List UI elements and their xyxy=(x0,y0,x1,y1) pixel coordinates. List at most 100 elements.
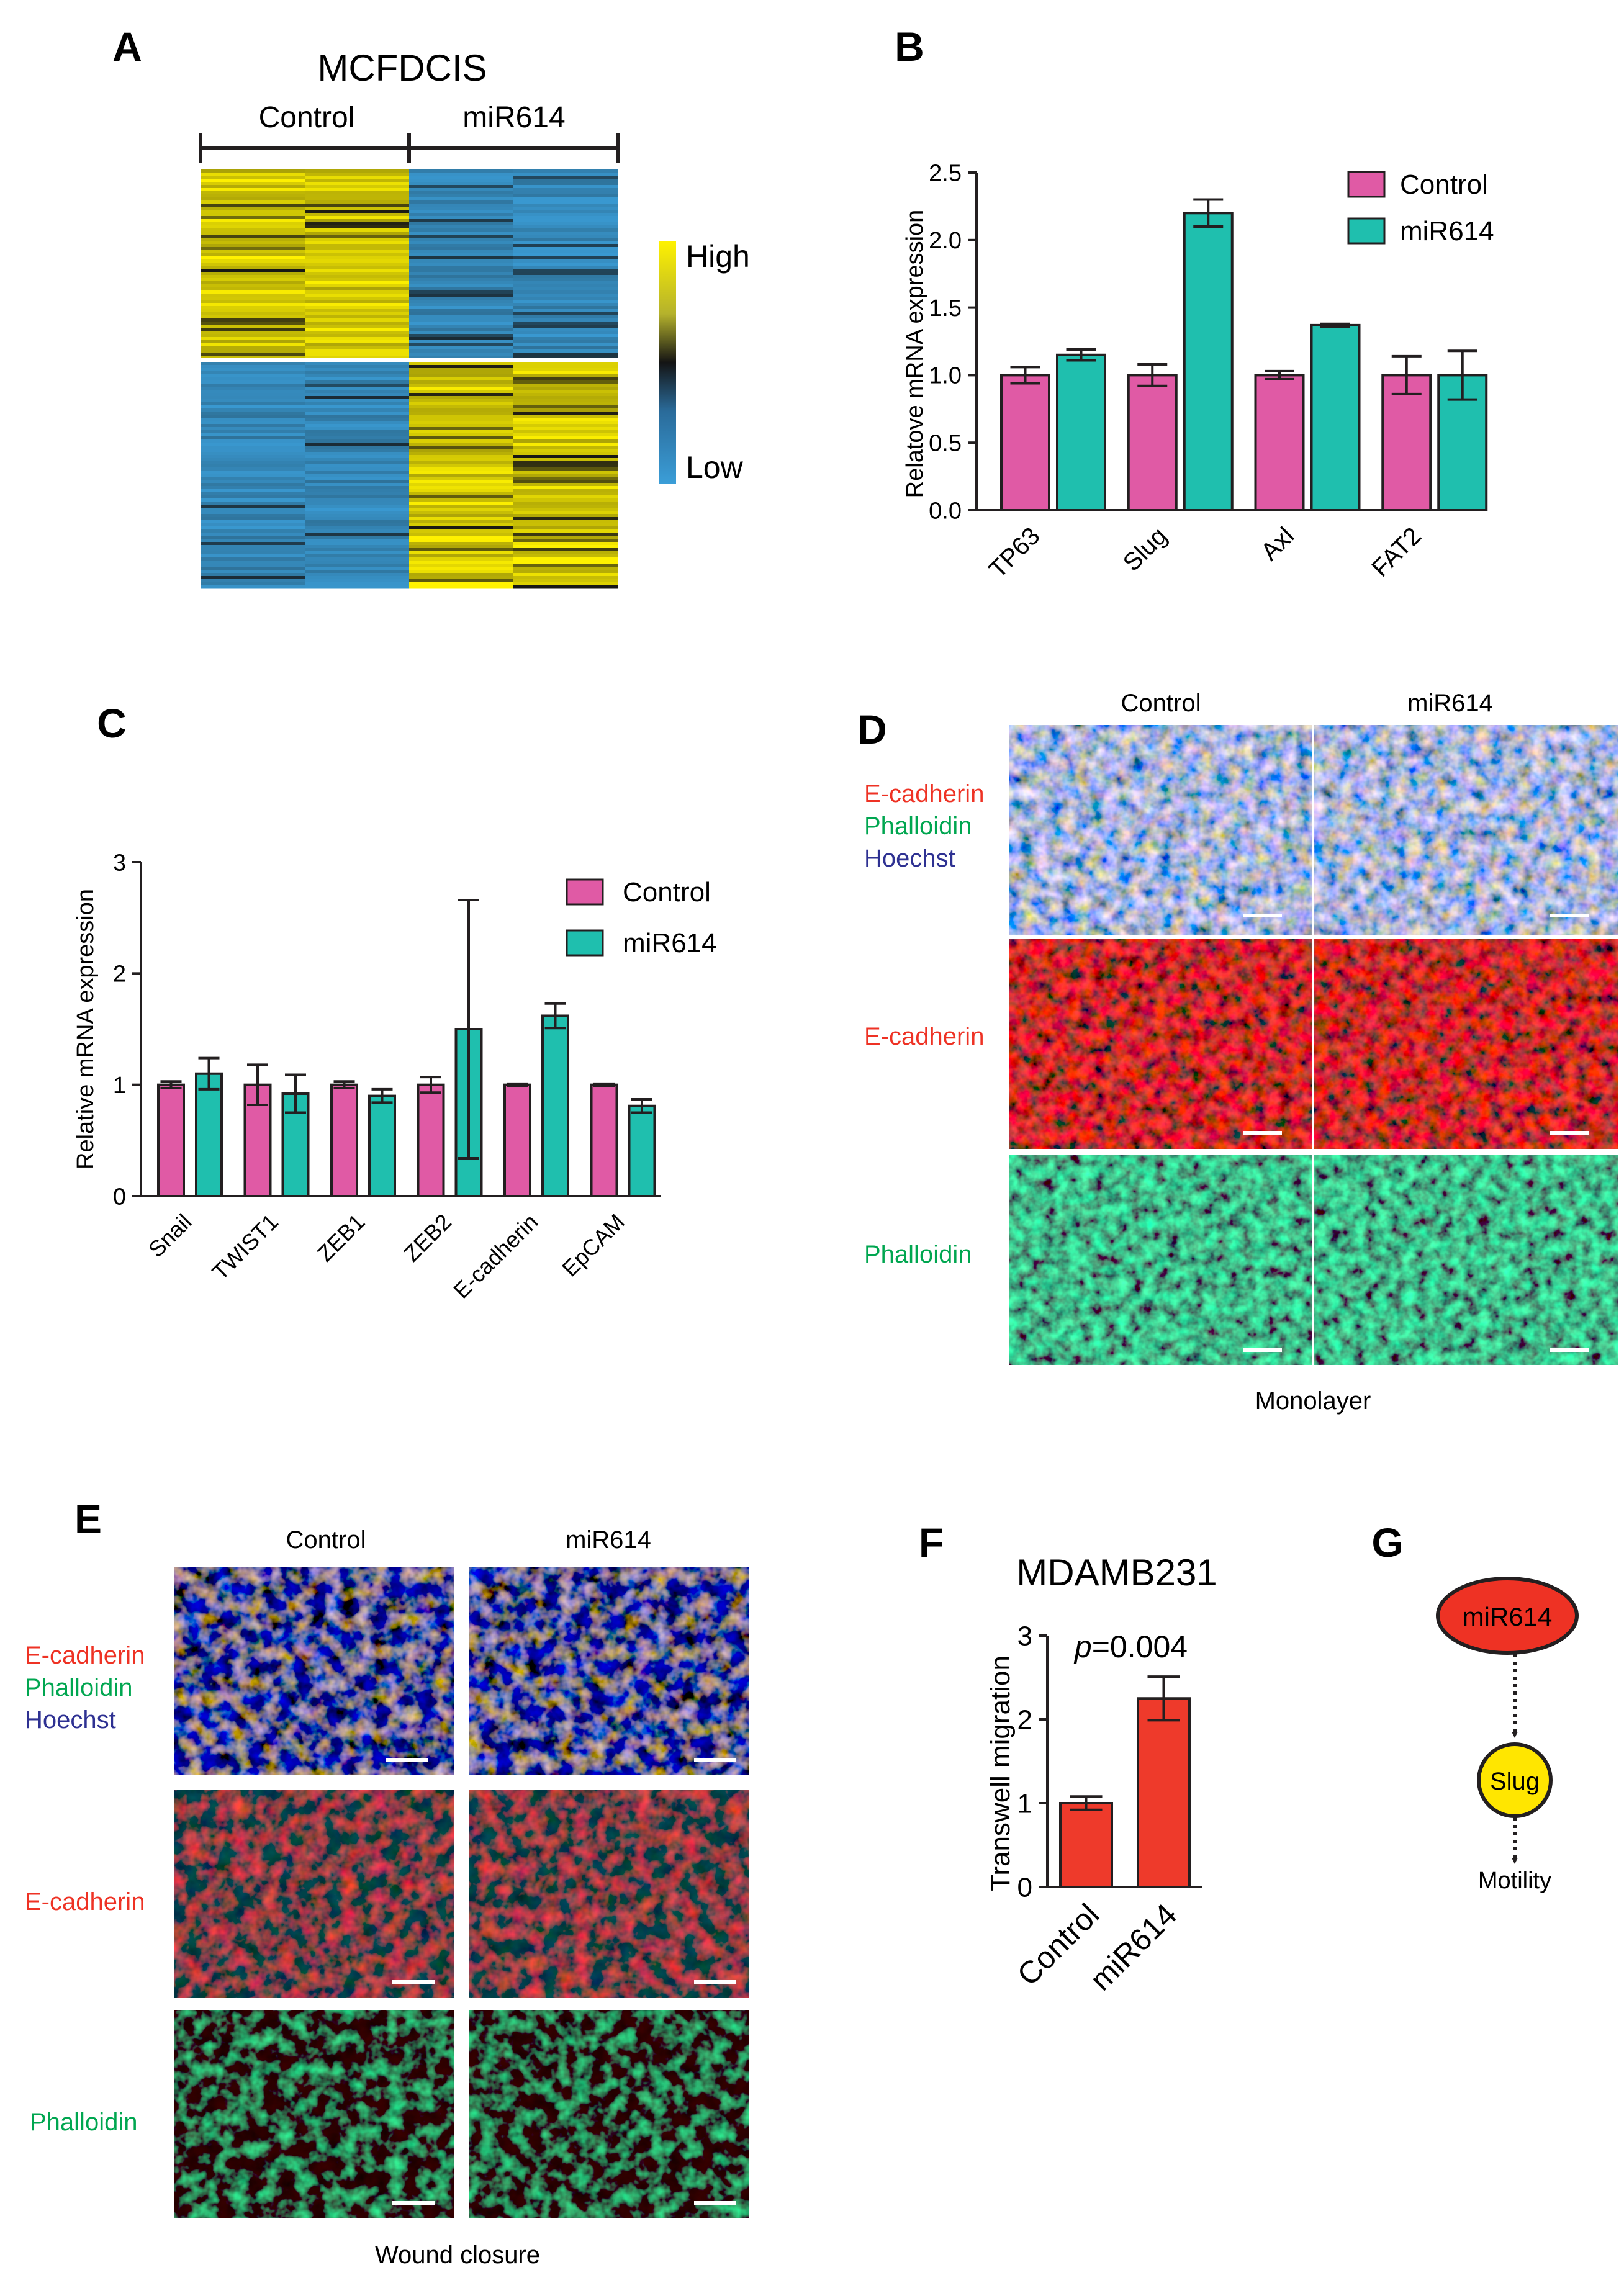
heatmap-cell xyxy=(409,446,514,449)
panel-b: B Relatove mRNA expression 0.0 0.5 1.0 1.5 2… xyxy=(895,24,1494,583)
heatmap-cell xyxy=(201,421,305,425)
heatmap-cell xyxy=(513,582,618,586)
heatmap-cell xyxy=(201,433,305,437)
heatmap-cell xyxy=(201,443,305,446)
heatmap-cell xyxy=(409,480,514,484)
heatmap-cell xyxy=(201,210,305,214)
heatmap-cell xyxy=(201,247,305,251)
heatmap-cell xyxy=(409,436,514,440)
heatmap-cell xyxy=(513,188,618,192)
heatmap-cell xyxy=(513,542,618,546)
heatmap-cell xyxy=(513,353,618,356)
heatmap-cell xyxy=(409,197,514,201)
heatmap-cell xyxy=(409,287,514,291)
heatmap-cell xyxy=(513,179,618,182)
row-label-ecadherin: E-cadherin xyxy=(864,780,984,808)
heatmap-cell xyxy=(201,272,305,276)
heatmap-cell xyxy=(513,294,618,297)
heatmap-cell xyxy=(409,573,514,577)
heatmap-cell xyxy=(201,477,305,480)
heatmap-cell xyxy=(409,374,514,378)
heatmap-cell xyxy=(409,452,514,456)
heatmap-cell xyxy=(201,561,305,564)
heatmap-cell xyxy=(305,238,410,241)
panel-f: F MDAMB231 p=0.004 Transwell migration 0… xyxy=(919,1520,1217,1997)
heatmap-cell xyxy=(409,173,514,176)
heatmap-cell xyxy=(305,216,410,220)
legend-label-control: Control xyxy=(623,877,711,907)
heatmap-cell xyxy=(201,427,305,431)
heatmap-cell xyxy=(201,322,305,325)
heatmap-cell xyxy=(409,545,514,549)
heatmap-cell xyxy=(409,542,514,546)
heatmap-cell xyxy=(201,539,305,543)
x-tick-label: miR614 xyxy=(1083,1897,1183,1997)
heatmap-cell xyxy=(305,458,410,462)
heatmap-cell xyxy=(513,204,618,207)
heatmap-cell xyxy=(305,461,410,465)
heatmap-cell xyxy=(513,219,618,223)
micrograph-phalloidin-control xyxy=(174,2010,454,2218)
bar xyxy=(1059,1802,1113,1888)
panel-e-letter: E xyxy=(74,1496,102,1542)
heatmap-cell xyxy=(409,471,514,474)
heatmap-cell xyxy=(513,489,618,493)
heatmap-cell xyxy=(305,529,410,533)
heatmap-cell xyxy=(305,222,410,226)
heatmap-cell xyxy=(305,244,410,248)
heatmap-cell xyxy=(305,405,410,409)
heatmap-cell xyxy=(305,471,410,474)
heatmap-cell xyxy=(305,232,410,235)
heatmap-cell xyxy=(513,474,618,477)
heatmap-cell xyxy=(513,250,618,254)
heatmap-cell xyxy=(409,585,514,589)
heatmap-cell xyxy=(409,570,514,574)
heatmap-cell xyxy=(201,216,305,220)
heatmap-cell xyxy=(201,436,305,440)
heatmap-cell xyxy=(201,483,305,487)
heatmap-cell xyxy=(409,377,514,381)
heatmap-cell xyxy=(305,328,410,331)
scale-bars xyxy=(1243,914,1589,1352)
heatmap-cell xyxy=(513,207,618,210)
heatmap-cell xyxy=(513,486,618,490)
heatmap-cell xyxy=(305,564,410,567)
heatmap-cell xyxy=(513,371,618,375)
heatmap-cell xyxy=(305,545,410,549)
heatmap-cell xyxy=(409,492,514,496)
heatmap-cell xyxy=(305,365,410,369)
panel-a: A MCFDCIS Control miR614 High Low xyxy=(112,24,750,589)
heatmap-cell xyxy=(513,449,618,453)
heatmap-cell xyxy=(305,446,410,449)
heatmap-cell xyxy=(305,278,410,282)
heatmap-cell xyxy=(305,502,410,505)
micrograph-col-mir614: miR614 xyxy=(1407,690,1493,717)
heatmap-cell xyxy=(201,570,305,574)
heatmap-cell xyxy=(513,346,618,350)
heatmap-cell xyxy=(201,399,305,403)
heatmap-cell xyxy=(513,290,618,294)
heatmap-cell xyxy=(409,266,514,269)
bar xyxy=(368,1094,396,1197)
heatmap-cell xyxy=(201,222,305,226)
heatmap-cell xyxy=(201,228,305,232)
heatmap-cell xyxy=(513,173,618,176)
x-tick-label: Snail xyxy=(143,1209,197,1263)
heatmap-cell xyxy=(201,244,305,248)
heatmap-cell xyxy=(409,387,514,390)
heatmap-cell xyxy=(513,343,618,347)
heatmap-cell xyxy=(409,427,514,431)
heatmap-cell xyxy=(305,235,410,238)
heatmap-cell xyxy=(409,343,514,347)
panel-g: G miR614 Slug Motility xyxy=(1371,1520,1579,1894)
row-label-phalloidin: Phalloidin xyxy=(25,1674,132,1701)
heatmap-cell xyxy=(305,421,410,425)
heatmap-cell xyxy=(513,241,618,245)
heatmap-cell xyxy=(305,533,410,536)
heatmap-cell xyxy=(305,539,410,543)
heatmap-cell xyxy=(513,182,618,186)
heatmap-cell xyxy=(513,511,618,515)
heatmap-cell xyxy=(305,228,410,232)
heatmap-cell xyxy=(201,334,305,338)
heatmap-cell xyxy=(409,213,514,217)
